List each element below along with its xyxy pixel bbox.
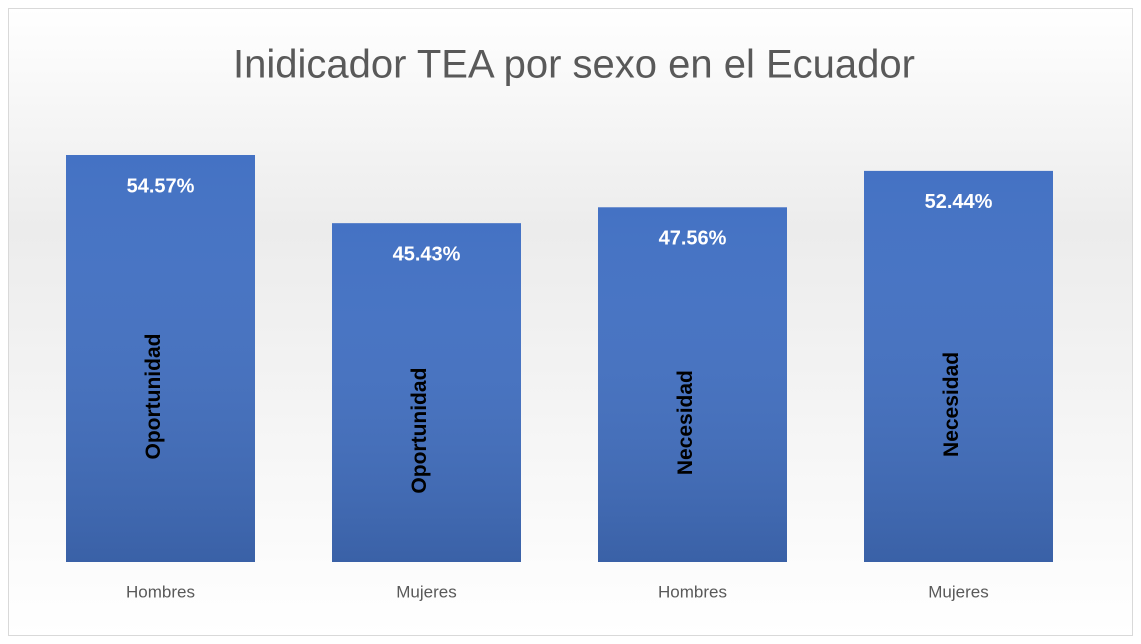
- bar-label: Necesidad: [674, 370, 697, 475]
- value-label: 54.57%: [127, 175, 195, 197]
- x-tick-label: Mujeres: [396, 582, 456, 601]
- bar-label: Oportunidad: [408, 368, 431, 494]
- bar-shade: [864, 170, 1053, 562]
- value-label: 47.56%: [659, 228, 727, 250]
- bar-shade: [598, 207, 787, 562]
- chart-title: Inidicador TEA por sexo en el Ecuador: [233, 43, 915, 87]
- bar-shade: [66, 155, 255, 562]
- bar-label: Oportunidad: [142, 334, 165, 460]
- bar-shade: [332, 223, 521, 563]
- value-label: 52.44%: [925, 191, 993, 213]
- value-label: 45.43%: [393, 243, 461, 265]
- bar-label: Necesidad: [940, 352, 963, 457]
- x-tick-label: Hombres: [658, 582, 727, 601]
- x-tick-label: Mujeres: [928, 582, 988, 601]
- x-tick-label: Hombres: [126, 582, 195, 601]
